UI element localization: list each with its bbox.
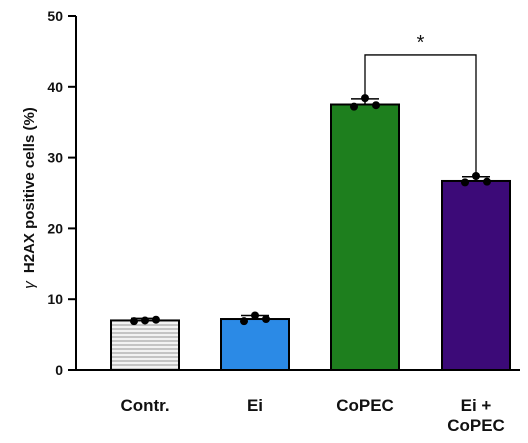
bar xyxy=(441,179,511,371)
x-tick-label-line: Ei + xyxy=(461,396,492,415)
y-tick-label: 30 xyxy=(47,150,63,166)
data-point xyxy=(372,101,380,110)
significance-bracket: * xyxy=(364,32,477,173)
data-point xyxy=(350,102,358,111)
data-points xyxy=(130,94,491,326)
y-ticks: 0 10 20 30 40 50 xyxy=(47,8,76,378)
x-tick-label: CoPEC xyxy=(336,396,394,415)
y-tick-label: 40 xyxy=(47,79,63,95)
y-tick-label: 0 xyxy=(55,362,63,378)
data-point xyxy=(472,172,480,181)
x-tick-label: Contr. xyxy=(120,396,169,415)
x-tick-label-line: Ei xyxy=(247,396,263,415)
data-point xyxy=(240,317,248,326)
data-point xyxy=(361,94,369,103)
data-point xyxy=(461,178,469,187)
x-tick-label: Ei + CoPEC xyxy=(447,396,505,435)
significance-bracket-line xyxy=(364,54,477,173)
x-tick-labels: Contr. Ei CoPEC Ei + CoPEC xyxy=(120,396,504,435)
data-point xyxy=(152,315,160,324)
significance-label: * xyxy=(417,32,425,54)
y-axis-label: γ H2AX positive cells (%) xyxy=(21,107,38,289)
data-point xyxy=(483,177,491,186)
y-tick-label: 10 xyxy=(47,291,63,307)
x-tick-label-line: CoPEC xyxy=(447,416,505,435)
bars xyxy=(110,103,511,372)
y-axis-label-text: H2AX positive cells (%) xyxy=(21,107,38,273)
bar xyxy=(110,319,180,372)
x-tick-label-line: Contr. xyxy=(120,396,169,415)
data-point xyxy=(262,315,270,324)
data-point xyxy=(251,311,259,320)
x-tick-label-line: CoPEC xyxy=(336,396,394,415)
y-tick-label: 50 xyxy=(47,8,63,24)
error-bars xyxy=(131,98,490,321)
bar xyxy=(330,103,400,371)
data-point xyxy=(130,317,138,326)
y-axis-label-symbol: γ xyxy=(21,280,38,289)
data-point xyxy=(141,316,149,325)
x-tick-label: Ei xyxy=(247,396,263,415)
bar xyxy=(220,318,290,371)
y-tick-label: 20 xyxy=(47,220,63,236)
